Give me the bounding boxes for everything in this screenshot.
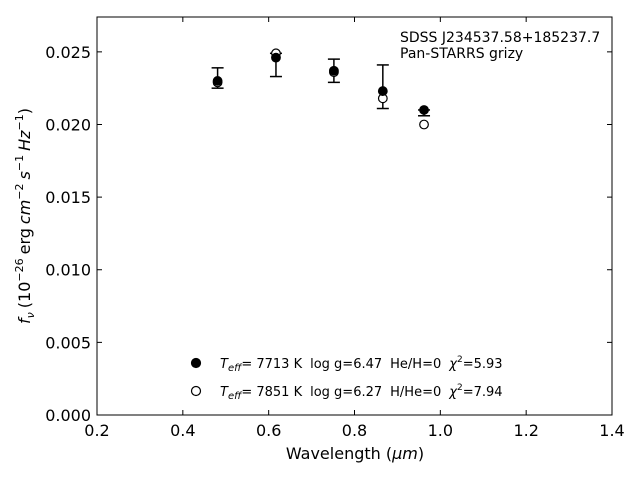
x-tick-label: 1.2 [513, 421, 538, 440]
y-tick-label: 0.015 [45, 188, 91, 207]
x-axis-label: Wavelength (μm) [286, 444, 424, 463]
x-tick-label: 0.6 [256, 421, 281, 440]
x-tick-label: 1.4 [599, 421, 624, 440]
y-tick-label: 0.020 [45, 115, 91, 134]
filled-point [329, 65, 339, 76]
legend-open-marker [190, 385, 202, 397]
legend-filled-marker [190, 357, 202, 369]
filled-point [271, 52, 281, 63]
y-tick-label: 0.000 [45, 406, 91, 425]
filled-point [377, 86, 388, 96]
filled-point [212, 76, 223, 86]
x-tick-label: 0.4 [170, 421, 195, 440]
y-axis: 0.000 0.005 0.010 0.015 0.020 0.025 [45, 43, 612, 425]
x-tick-label: 1.0 [428, 421, 453, 440]
y-tick-label: 0.025 [45, 43, 91, 62]
y-tick-label: 0.010 [45, 261, 91, 280]
y-axis-label: fν(10−26ergcm−2s−1Hz−1) [13, 108, 37, 324]
photometry-label: Pan-STARRS grizy [400, 46, 523, 62]
open-point [419, 119, 429, 130]
y-tick-label: 0.005 [45, 333, 91, 352]
filled-point [419, 105, 429, 115]
x-tick-label: 0.2 [84, 421, 109, 440]
plot-frame [96, 16, 613, 416]
object-name-label: SDSS J234537.58+185237.7 [400, 30, 600, 46]
x-tick-label: 0.8 [342, 421, 367, 440]
data-markers [212, 48, 429, 130]
